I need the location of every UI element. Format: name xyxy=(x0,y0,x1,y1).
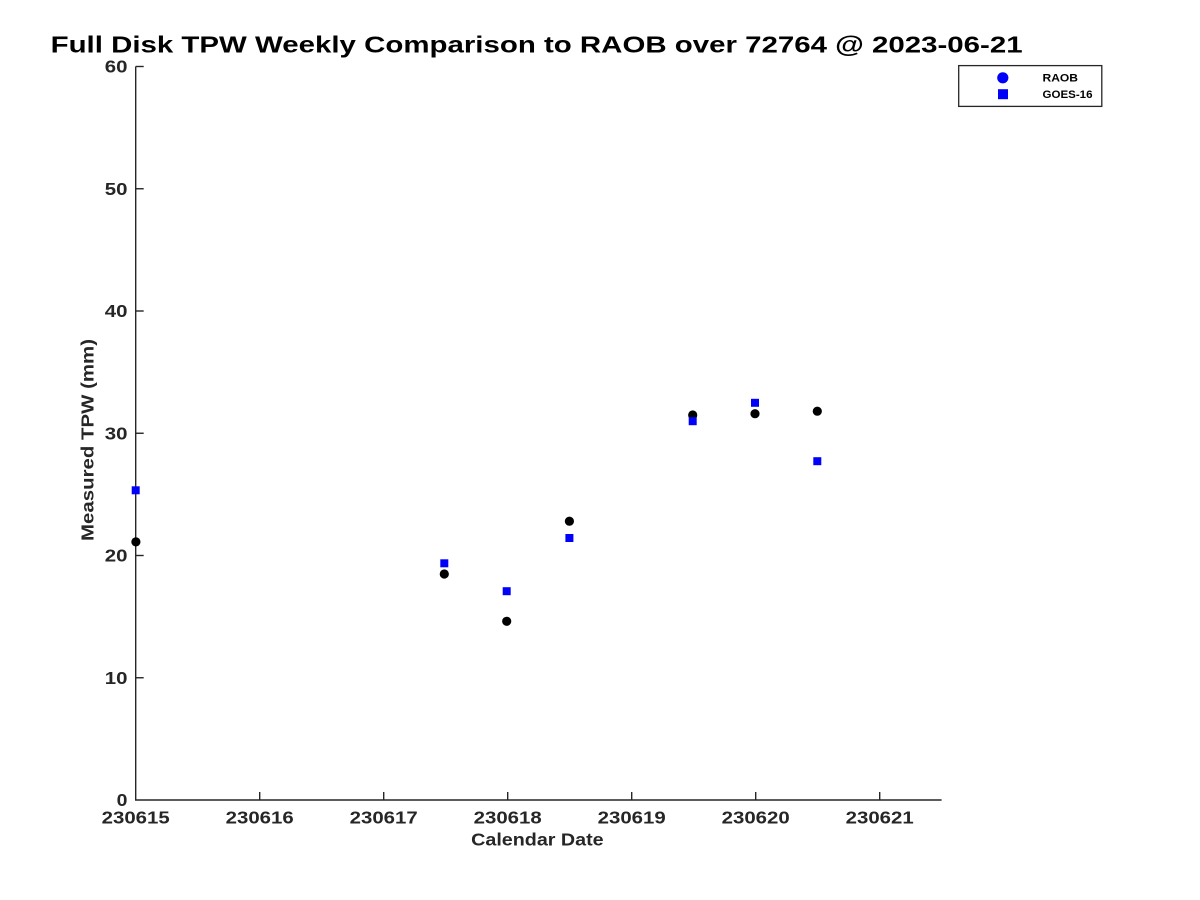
svg-text:20: 20 xyxy=(105,546,128,566)
svg-text:0: 0 xyxy=(117,790,128,810)
svg-text:Calendar Date: Calendar Date xyxy=(471,830,604,850)
svg-text:230621: 230621 xyxy=(846,808,915,828)
svg-text:230615: 230615 xyxy=(102,808,171,828)
svg-text:Full Disk TPW Weekly Compariso: Full Disk TPW Weekly Comparison to RAOB … xyxy=(51,32,1023,58)
svg-text:230618: 230618 xyxy=(474,808,543,828)
svg-text:230616: 230616 xyxy=(226,808,294,828)
svg-text:RAOB: RAOB xyxy=(1043,73,1079,85)
svg-text:60: 60 xyxy=(105,57,128,77)
svg-text:30: 30 xyxy=(105,423,128,443)
svg-text:230619: 230619 xyxy=(598,808,666,828)
svg-text:230620: 230620 xyxy=(722,808,790,828)
svg-text:Measured TPW (mm): Measured TPW (mm) xyxy=(78,339,98,541)
svg-text:50: 50 xyxy=(105,179,128,199)
svg-text:10: 10 xyxy=(105,668,128,688)
svg-text:230617: 230617 xyxy=(350,808,418,828)
svg-text:40: 40 xyxy=(105,301,128,321)
svg-text:GOES-16: GOES-16 xyxy=(1043,89,1093,101)
